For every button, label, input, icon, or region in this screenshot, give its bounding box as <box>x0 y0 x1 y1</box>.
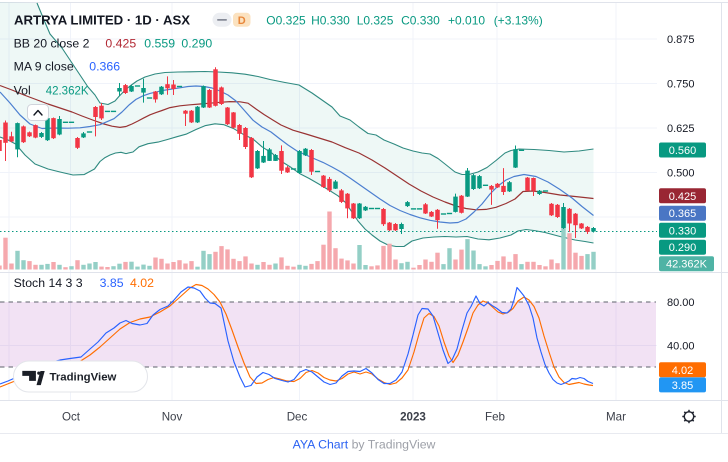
svg-text:Dec: Dec <box>287 411 308 424</box>
svg-text:0.500: 0.500 <box>667 168 695 180</box>
svg-text:BB 20 close 2: BB 20 close 2 <box>14 37 90 51</box>
svg-text:D: D <box>238 15 246 27</box>
svg-text:0.750: 0.750 <box>667 79 695 91</box>
svg-text:42.362K: 42.362K <box>46 86 89 98</box>
svg-text:0.366: 0.366 <box>89 60 120 74</box>
svg-text:Oct: Oct <box>62 411 81 424</box>
svg-text:MA 9 close: MA 9 close <box>14 60 74 74</box>
svg-text:ARTRYA LIMITED · 1D · ASX: ARTRYA LIMITED · 1D · ASX <box>14 13 190 28</box>
svg-text:0.425: 0.425 <box>669 191 697 203</box>
svg-text:AYA Chart by TradingView: AYA Chart by TradingView <box>293 438 436 452</box>
svg-text:3.85: 3.85 <box>100 276 124 290</box>
svg-text:0.875: 0.875 <box>667 34 695 46</box>
svg-text:40.00: 40.00 <box>667 340 695 352</box>
svg-text:0.559: 0.559 <box>144 37 175 51</box>
svg-text:Feb: Feb <box>485 411 505 424</box>
svg-text:0.625: 0.625 <box>667 123 695 135</box>
svg-text:Stoch 14 3 3: Stoch 14 3 3 <box>14 276 83 290</box>
svg-text:42.362K: 42.362K <box>666 259 708 271</box>
svg-text:TradingView: TradingView <box>50 371 117 383</box>
svg-text:2023: 2023 <box>400 411 426 424</box>
svg-text:80.00: 80.00 <box>667 297 695 309</box>
svg-text:0.290: 0.290 <box>181 37 212 51</box>
svg-text:3.85: 3.85 <box>672 380 693 392</box>
svg-text:Nov: Nov <box>162 411 183 424</box>
svg-text:4.02: 4.02 <box>672 365 693 377</box>
svg-text:0.560: 0.560 <box>669 145 697 157</box>
svg-text:0.425: 0.425 <box>105 37 136 51</box>
svg-text:0.365: 0.365 <box>669 208 697 220</box>
svg-text:4.02: 4.02 <box>130 276 154 290</box>
svg-text:Vol: Vol <box>14 84 31 98</box>
svg-text:0.330: 0.330 <box>669 225 697 237</box>
svg-text:Mar: Mar <box>606 411 626 424</box>
svg-text:0.290: 0.290 <box>669 242 697 254</box>
